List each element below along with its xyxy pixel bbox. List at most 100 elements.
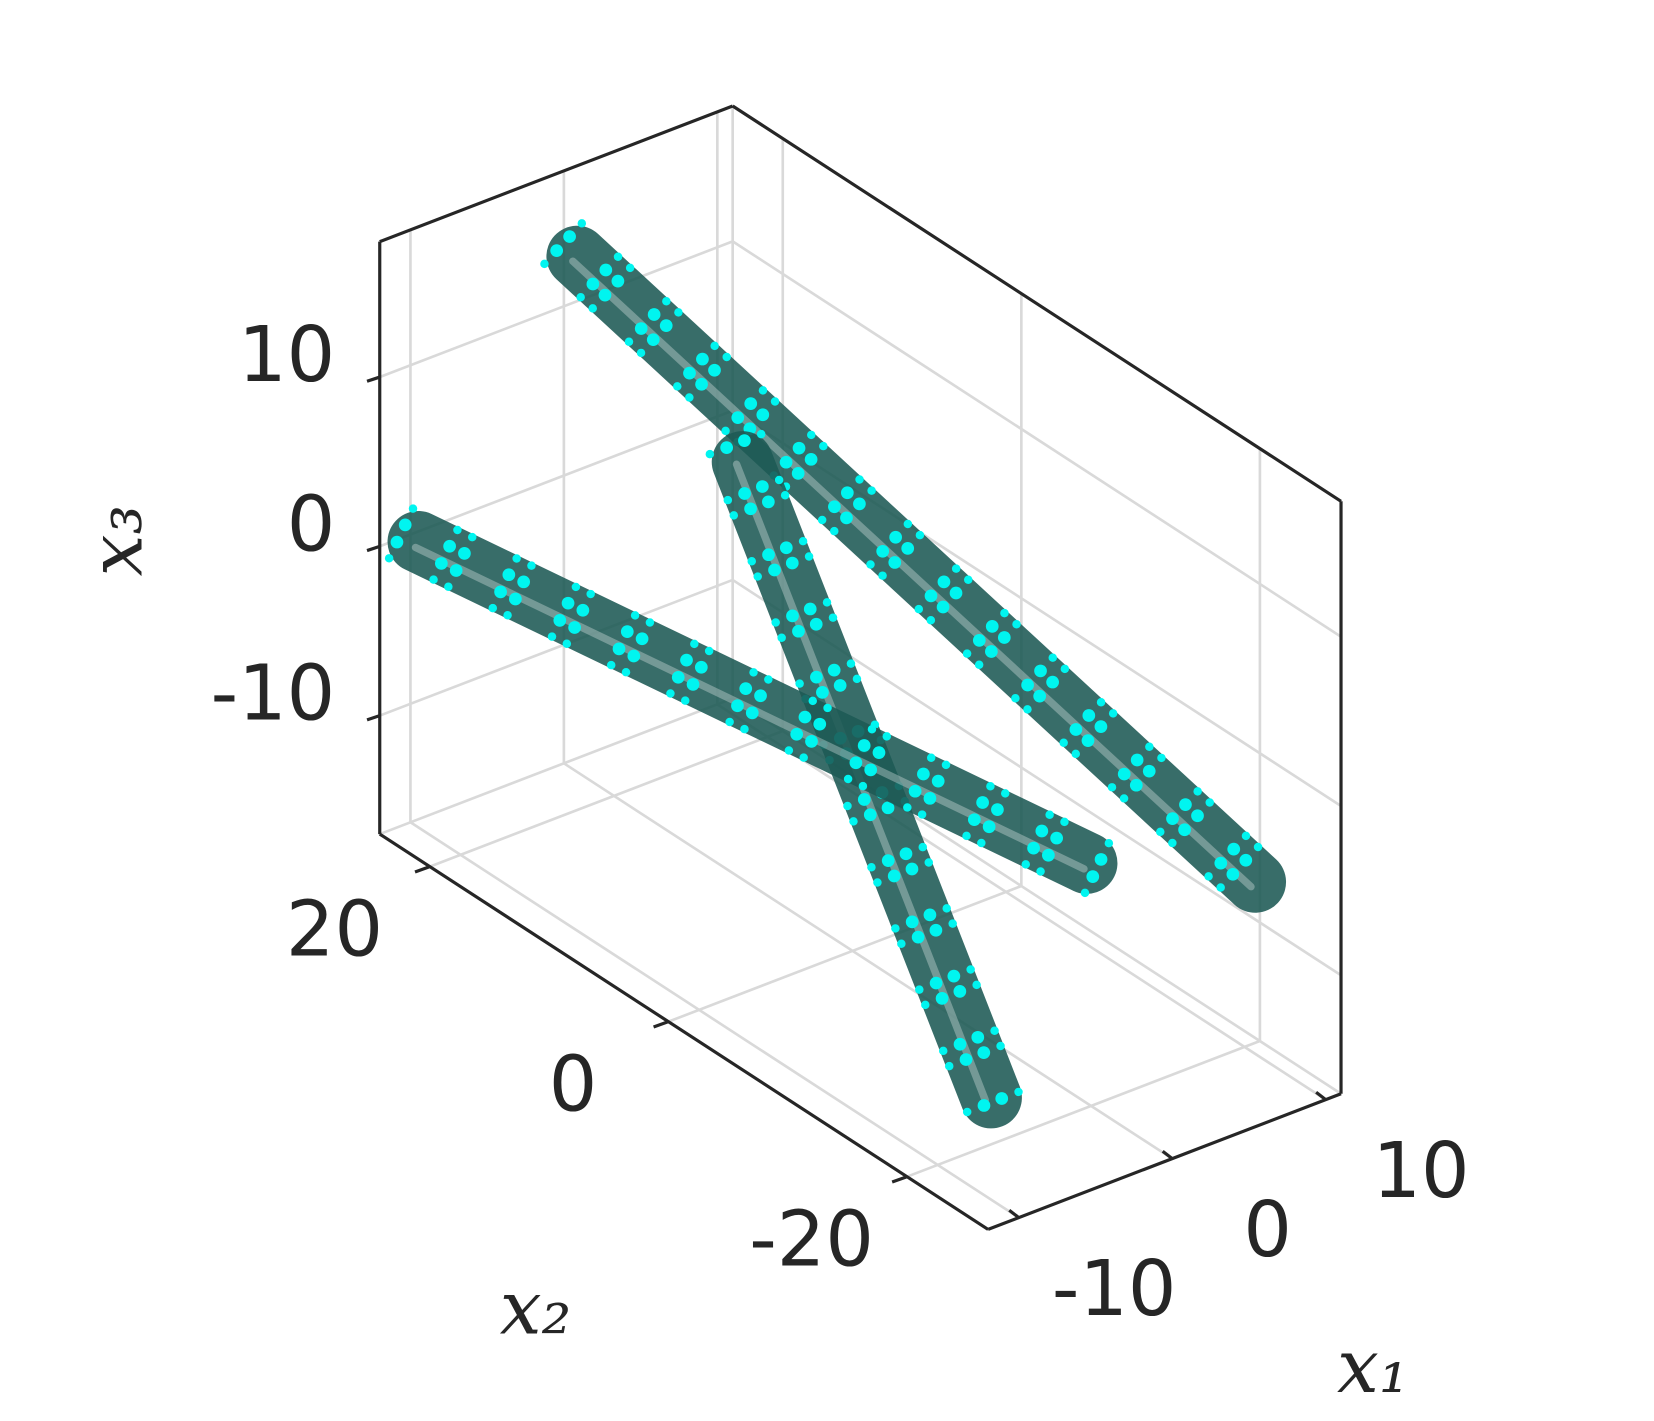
surface-point [798, 536, 808, 546]
surface-point [630, 611, 640, 620]
surface-point [443, 539, 456, 553]
grid-line [906, 1039, 1261, 1178]
axis-edge [378, 832, 989, 1231]
surface-point [942, 904, 951, 913]
surface-point [673, 382, 682, 391]
surface-point [872, 746, 886, 760]
surface-point [1156, 827, 1165, 837]
surface-point [1179, 798, 1192, 811]
surface-point [1060, 664, 1070, 674]
surface-point [777, 633, 786, 642]
surface-point [846, 659, 856, 668]
tick-mark [891, 1175, 908, 1184]
surface-point [822, 598, 832, 607]
surface-point [725, 717, 734, 727]
surface-point [680, 653, 693, 667]
surface-point [1142, 764, 1156, 778]
surface-point [488, 603, 498, 613]
surface-point [774, 475, 784, 485]
surface-point [977, 838, 986, 848]
x2-tick-label: -20 [749, 1195, 874, 1284]
surface-point [586, 589, 595, 599]
surface-point [708, 363, 721, 377]
surface-point [996, 1041, 1005, 1051]
surface-point [962, 831, 971, 841]
surface-point [467, 532, 477, 542]
surface-point [635, 632, 649, 646]
surface-point [1069, 723, 1083, 736]
surface-point [941, 760, 951, 770]
surface-point [1119, 794, 1129, 803]
tube-body [387, 511, 1118, 894]
surface-point [625, 263, 635, 273]
surface-point [1027, 841, 1040, 855]
surface-point [1086, 870, 1100, 883]
surface-point [858, 781, 868, 791]
surface-point [985, 645, 998, 658]
surface-point [674, 308, 683, 317]
surface-point [827, 663, 841, 677]
surface-point [857, 793, 871, 806]
surface-point [924, 589, 938, 603]
surface-point [1226, 867, 1240, 881]
surface-point [887, 869, 901, 883]
surface-point [972, 980, 981, 990]
surface-point [805, 735, 818, 748]
surface-point [779, 541, 793, 555]
surface-point [754, 689, 767, 703]
surface-point [704, 646, 714, 656]
surface-point [429, 575, 438, 584]
surface-point [588, 304, 597, 313]
surface-point [809, 617, 823, 631]
tick-mark [1008, 1208, 1020, 1219]
grid-line [379, 578, 734, 717]
surface-point [731, 699, 744, 713]
surface-point [808, 696, 817, 706]
surface-point [997, 631, 1011, 644]
surface-point [857, 739, 871, 752]
x3-tick-label: -10 [211, 649, 336, 738]
surface-point [908, 784, 922, 798]
surface-point [951, 564, 961, 573]
surface-point [1060, 817, 1069, 827]
surface-point [611, 274, 625, 288]
surface-point [620, 625, 634, 639]
tick-mark [414, 865, 431, 874]
surface-point [449, 564, 463, 577]
surface-point [696, 352, 709, 366]
x3-tick-label: 10 [238, 310, 335, 399]
surface-point [1104, 838, 1114, 848]
grid-line [667, 884, 1022, 1023]
surface-point [905, 915, 919, 929]
surface-point [739, 682, 753, 695]
surface-point [1096, 698, 1106, 707]
surface-point [804, 452, 818, 466]
surface-point [1227, 842, 1241, 856]
surface-point [881, 801, 895, 815]
surface-point [810, 670, 823, 684]
surface-point [659, 319, 673, 333]
grid-line [563, 762, 1173, 1160]
surface-point [1094, 720, 1108, 733]
surface-point [843, 774, 853, 784]
surface-point [1168, 838, 1177, 848]
surface-point [745, 706, 759, 720]
surface-point [1205, 798, 1214, 807]
surface-point [749, 668, 758, 677]
surface-point [917, 810, 927, 819]
surface-point [901, 542, 915, 555]
surface-point [785, 556, 799, 570]
tick-mark [366, 544, 381, 553]
surface-point [917, 767, 930, 781]
surface-point [914, 604, 924, 614]
x2-tick-label: 20 [286, 884, 383, 973]
surface-point [1046, 675, 1059, 689]
surface-point [843, 801, 852, 811]
tube [540, 219, 1287, 913]
surface-point [929, 923, 943, 937]
surface-point [864, 763, 878, 777]
surface-point [953, 1037, 967, 1051]
surface-point [1021, 860, 1030, 869]
surface-point [926, 615, 936, 625]
surface-point [977, 1046, 991, 1059]
